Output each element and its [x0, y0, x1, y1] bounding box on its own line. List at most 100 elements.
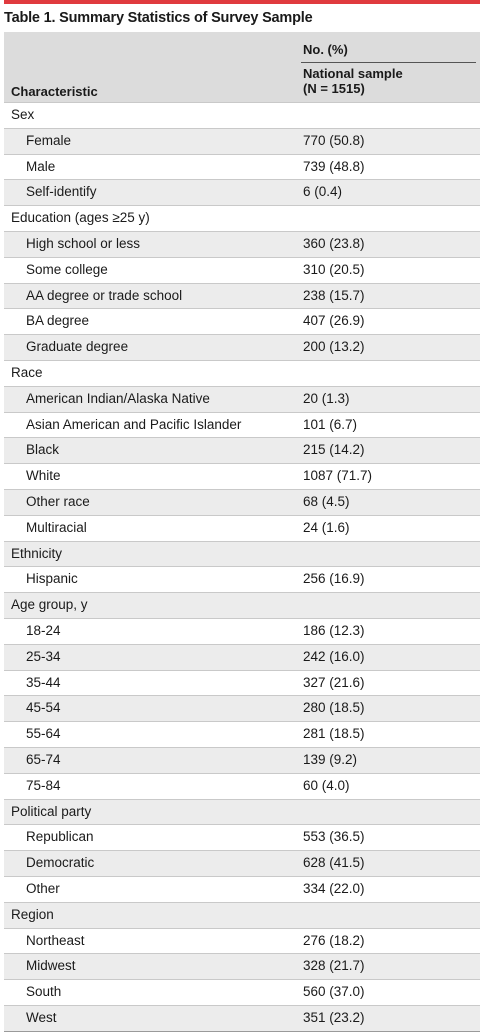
- table-category-row: Age group, y: [4, 592, 480, 618]
- characteristic-cell: 25-34: [26, 648, 61, 664]
- table-row: Some college 310 (20.5): [4, 256, 480, 283]
- count-percent-cell: 770 (50.8): [303, 132, 365, 148]
- characteristic-cell: Midwest: [26, 958, 76, 974]
- count-percent-cell: 242 (16.0): [303, 648, 365, 664]
- table-row: American Indian/Alaska Native 20 (1.3): [4, 385, 480, 412]
- category-label: Political party: [11, 803, 92, 819]
- characteristic-cell: Multiracial: [26, 519, 87, 535]
- count-percent-cell: 60 (4.0): [303, 777, 350, 793]
- count-percent-cell: 360 (23.8): [303, 235, 365, 251]
- table-row: 18-24 186 (12.3): [4, 617, 480, 644]
- characteristic-cell: Hispanic: [26, 571, 78, 587]
- table-row: 55-64 281 (18.5): [4, 721, 480, 747]
- characteristic-cell: BA degree: [26, 313, 90, 329]
- table-row: Hispanic 256 (16.9): [4, 566, 480, 593]
- table-row: Other race 68 (4.5): [4, 488, 480, 515]
- count-percent-cell: 310 (20.5): [303, 261, 365, 277]
- category-label: Ethnicity: [11, 545, 63, 561]
- table-category-row: Political party: [4, 798, 480, 825]
- characteristic-cell: West: [26, 1009, 57, 1025]
- characteristic-cell: Self-identify: [26, 184, 97, 200]
- characteristic-cell: 55-64: [26, 726, 61, 742]
- table-row: 65-74 139 (9.2): [4, 746, 480, 773]
- characteristic-cell: High school or less: [26, 235, 141, 251]
- header-rule: [301, 62, 476, 63]
- characteristic-cell: Republican: [26, 829, 94, 845]
- category-label: Education (ages ≥25 y): [11, 210, 150, 226]
- count-percent-cell: 6 (0.4): [303, 184, 343, 200]
- table-row: Female 770 (50.8): [4, 127, 480, 154]
- count-percent-cell: 200 (13.2): [303, 339, 365, 355]
- national-sample-header: National sample (N = 1515): [303, 66, 403, 96]
- characteristic-cell: Democratic: [26, 855, 95, 871]
- table-title: Table 1. Summary Statistics of Survey Sa…: [4, 10, 313, 26]
- table-row: 75-84 60 (4.0): [4, 772, 480, 799]
- table-row: 35-44 327 (21.6): [4, 669, 480, 696]
- table-category-row: Ethnicity: [4, 540, 480, 567]
- no-pct-header: No. (%): [303, 42, 348, 57]
- table-row: 45-54 280 (18.5): [4, 695, 480, 722]
- table-category-row: Race: [4, 359, 480, 386]
- count-percent-cell: 186 (12.3): [303, 622, 365, 638]
- count-percent-cell: 238 (15.7): [303, 287, 365, 303]
- table-row: AA degree or trade school 238 (15.7): [4, 282, 480, 309]
- characteristic-cell: White: [26, 468, 61, 484]
- characteristic-cell: 75-84: [26, 777, 61, 793]
- table-row: South 560 (37.0): [4, 979, 480, 1005]
- count-percent-cell: 553 (36.5): [303, 829, 365, 845]
- national-sample-label: National sample: [303, 66, 403, 81]
- characteristic-header: Characteristic: [11, 84, 98, 99]
- characteristic-cell: Other: [26, 880, 60, 896]
- table-row: Northeast 276 (18.2): [4, 927, 480, 954]
- count-percent-cell: 280 (18.5): [303, 700, 365, 716]
- count-percent-cell: 256 (16.9): [303, 571, 365, 587]
- table-body: Sex Female 770 (50.8) Male 739 (48.8) Self-id…: [4, 102, 480, 1031]
- table-category-row: Sex: [4, 102, 480, 128]
- sample-size-label: (N = 1515): [303, 81, 365, 96]
- table-row: West 351 (23.2): [4, 1004, 480, 1031]
- count-percent-cell: 334 (22.0): [303, 880, 365, 896]
- characteristic-cell: AA degree or trade school: [26, 287, 183, 303]
- summary-table: No. (%) National sample (N = 1515) Chara…: [4, 32, 480, 1032]
- characteristic-cell: 65-74: [26, 751, 61, 767]
- table-row: Asian American and Pacific Islander 101 (…: [4, 411, 480, 438]
- table-row: Democratic 628 (41.5): [4, 850, 480, 876]
- count-percent-cell: 560 (37.0): [303, 984, 365, 1000]
- table-row: Male 739 (48.8): [4, 153, 480, 180]
- table-row: White 1087 (71.7): [4, 463, 480, 489]
- count-percent-cell: 20 (1.3): [303, 390, 350, 406]
- count-percent-cell: 281 (18.5): [303, 726, 365, 742]
- count-percent-cell: 628 (41.5): [303, 855, 365, 871]
- table-row: High school or less 360 (23.8): [4, 230, 480, 257]
- count-percent-cell: 24 (1.6): [303, 519, 350, 535]
- count-percent-cell: 351 (23.2): [303, 1009, 365, 1025]
- characteristic-cell: Black: [26, 442, 60, 458]
- count-percent-cell: 215 (14.2): [303, 442, 365, 458]
- table-row: Republican 553 (36.5): [4, 824, 480, 851]
- table-row: Midwest 328 (21.7): [4, 953, 480, 980]
- count-percent-cell: 1087 (71.7): [303, 468, 373, 484]
- table-category-row: Region: [4, 901, 480, 928]
- table-row: Graduate degree 200 (13.2): [4, 334, 480, 360]
- table-header: No. (%) National sample (N = 1515) Chara…: [4, 32, 480, 102]
- characteristic-cell: Some college: [26, 261, 108, 277]
- characteristic-cell: South: [26, 984, 62, 1000]
- category-label: Age group, y: [11, 597, 88, 613]
- characteristic-cell: Northeast: [26, 932, 85, 948]
- characteristic-cell: 35-44: [26, 674, 61, 690]
- characteristic-cell: Male: [26, 158, 56, 174]
- characteristic-cell: American Indian/Alaska Native: [26, 390, 210, 406]
- count-percent-cell: 101 (6.7): [303, 416, 358, 432]
- category-label: Region: [11, 906, 54, 922]
- table-category-row: Education (ages ≥25 y): [4, 205, 480, 231]
- characteristic-cell: 18-24: [26, 622, 61, 638]
- characteristic-cell: 45-54: [26, 700, 61, 716]
- characteristic-cell: Graduate degree: [26, 339, 129, 355]
- count-percent-cell: 328 (21.7): [303, 958, 365, 974]
- characteristic-cell: Other race: [26, 493, 90, 509]
- table-row: Other 334 (22.0): [4, 875, 480, 902]
- characteristic-cell: Female: [26, 132, 72, 148]
- table-row: 25-34 242 (16.0): [4, 643, 480, 670]
- table-row: Multiracial 24 (1.6): [4, 514, 480, 541]
- count-percent-cell: 407 (26.9): [303, 313, 365, 329]
